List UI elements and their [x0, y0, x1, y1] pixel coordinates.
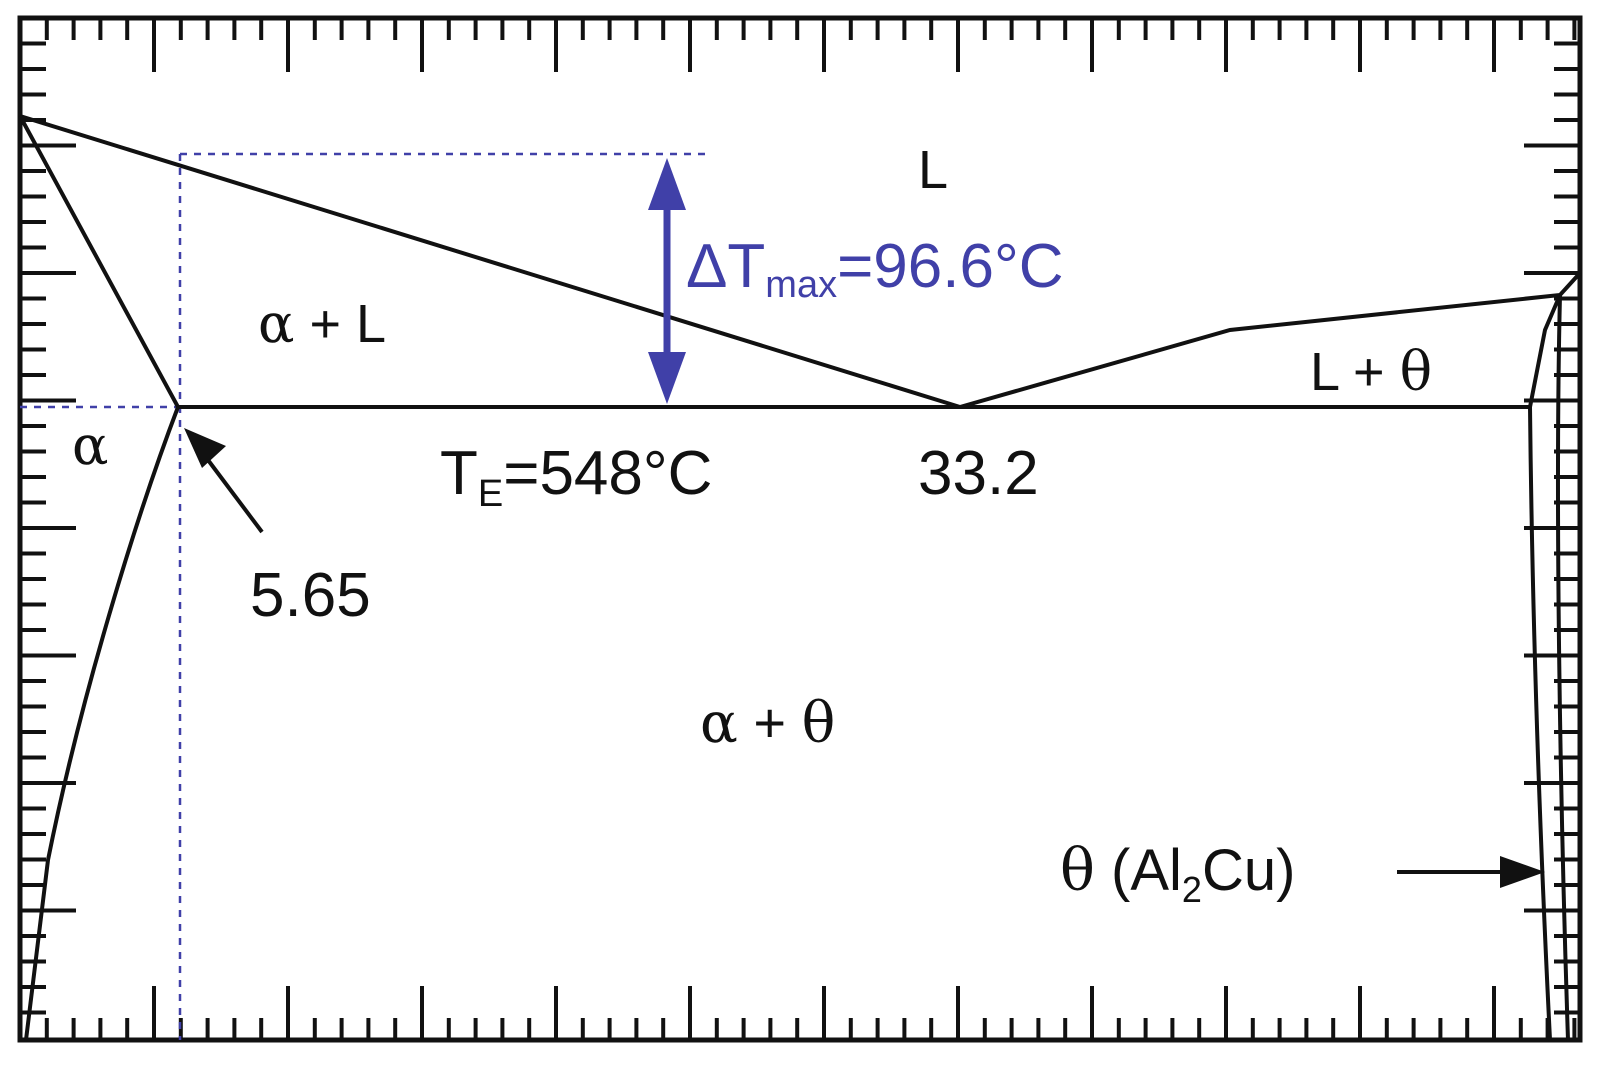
liquidus-theta-line	[959, 271, 1582, 409]
theta-phase-label: θ (Al2Cu)	[1060, 836, 1295, 910]
eutectic-temperature-label: TE=548°C	[440, 439, 712, 515]
liquid-region-label: L	[918, 140, 948, 200]
theta-pointer-head	[1500, 856, 1545, 888]
delta-t-max-label: ΔTmax=96.6°C	[686, 232, 1064, 306]
solidus-line	[18, 115, 180, 408]
delta-t-arrow-head-down	[648, 352, 686, 404]
alpha-liquid-region-label: α + L	[258, 292, 386, 355]
delta-t-arrow-head-up	[648, 158, 686, 210]
solvus-line	[24, 406, 180, 1041]
eutectic-composition-label: 33.2	[918, 439, 1039, 508]
plot-frame	[17, 15, 1583, 1043]
solubility-pointer-head	[184, 428, 226, 468]
alpha-region-label: α	[72, 414, 108, 477]
theta-phase-boundary-right	[1528, 294, 1570, 1041]
liquidus-alpha-line	[19, 114, 961, 409]
axis-ticks	[20, 18, 1580, 1040]
liquid-theta-region-label: L + θ	[1310, 340, 1432, 403]
solubility-pointer-shaft	[206, 458, 264, 534]
alpha-theta-region-label: α + θ	[700, 691, 835, 756]
solubility-limit-label: 5.65	[250, 561, 371, 630]
theta-phase-boundary-left	[1528, 406, 1552, 1041]
